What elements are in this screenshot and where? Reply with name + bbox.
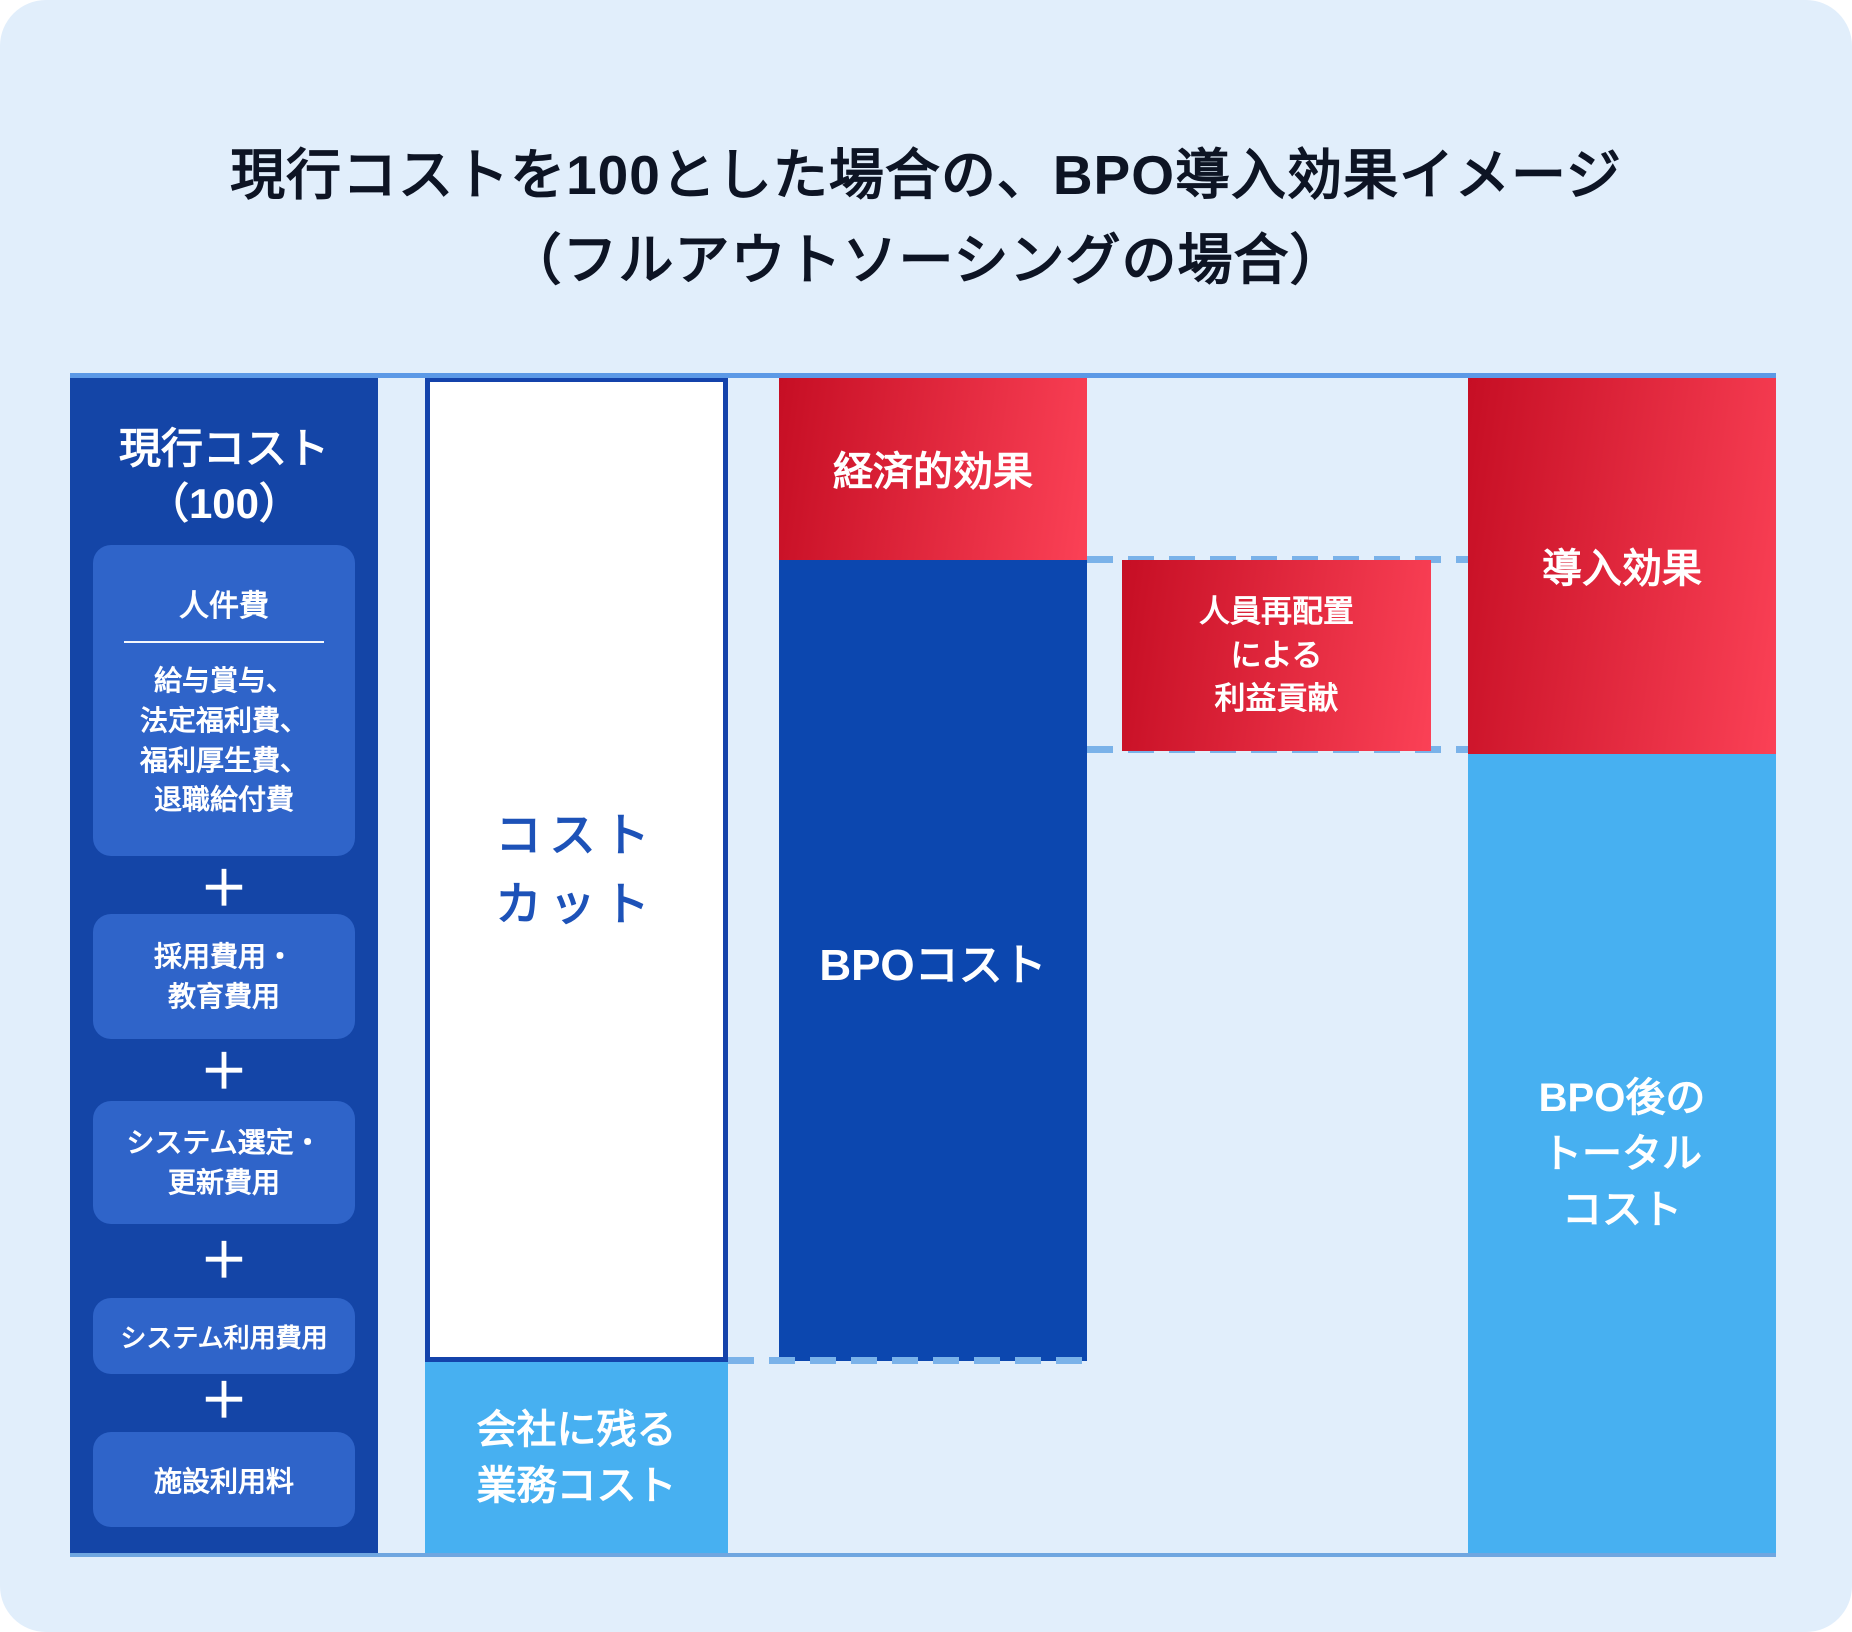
- plus-icon: ＋: [199, 1046, 248, 1099]
- bpo-cost-box: BPOコスト: [779, 560, 1087, 1361]
- plus-icon: ＋: [199, 1235, 248, 1288]
- facility-usage-cost-box: 施設利用料: [93, 1432, 355, 1527]
- cost-cut-label: コスト カット: [495, 808, 658, 930]
- chart-title-line1: 現行コストを100とした場合の、BPO導入効果イメージ: [230, 143, 1622, 206]
- personnel-cost-box: 人件費 給与賞与、 法定福利費、 福利厚生費、 退職給付費: [93, 545, 355, 856]
- dashed-guide-line-top: [1087, 556, 1468, 563]
- personnel-cost-detail: 給与賞与、 法定福利費、 福利厚生費、 退職給付費: [139, 665, 308, 816]
- chart-area: 現行コスト （100） 人件費 給与賞与、 法定福利費、 福利厚生費、 退職給付…: [70, 373, 1776, 1557]
- reallocation-profit-box: 人員再配置 による 利益貢献: [1122, 560, 1431, 751]
- plus-icon: ＋: [199, 1375, 248, 1428]
- chart-title-line2: （フルアウトソーシングの場合）: [506, 229, 1346, 292]
- economic-effect-box: 経済的効果: [779, 376, 1087, 560]
- dashed-guide-line-bottom: [728, 1357, 1087, 1364]
- cost-cut-box: コスト カット: [425, 377, 728, 1362]
- divider: [124, 641, 324, 643]
- total-cost-after-bpo-box: BPO後の トータル コスト: [1468, 754, 1776, 1554]
- current-cost-column: 現行コスト （100） 人件費 給与賞与、 法定福利費、 福利厚生費、 退職給付…: [70, 376, 378, 1554]
- introduction-effect-box: 導入効果: [1468, 376, 1776, 754]
- chart-top-border: [70, 373, 1776, 378]
- system-usage-cost-box: システム利用費用: [93, 1298, 355, 1374]
- personnel-cost-title: 人件費: [179, 590, 269, 623]
- chart-bottom-border: [70, 1553, 1776, 1557]
- remaining-cost-box: 会社に残る 業務コスト: [425, 1362, 728, 1554]
- chart-title: 現行コストを100とした場合の、BPO導入効果イメージ （フルアウトソーシングの…: [0, 133, 1852, 304]
- system-selection-cost-box: システム選定・ 更新費用: [93, 1101, 355, 1224]
- plus-icon: ＋: [199, 863, 248, 916]
- recruitment-cost-box: 採用費用・ 教育費用: [93, 914, 355, 1039]
- current-cost-header: 現行コスト （100）: [118, 425, 329, 527]
